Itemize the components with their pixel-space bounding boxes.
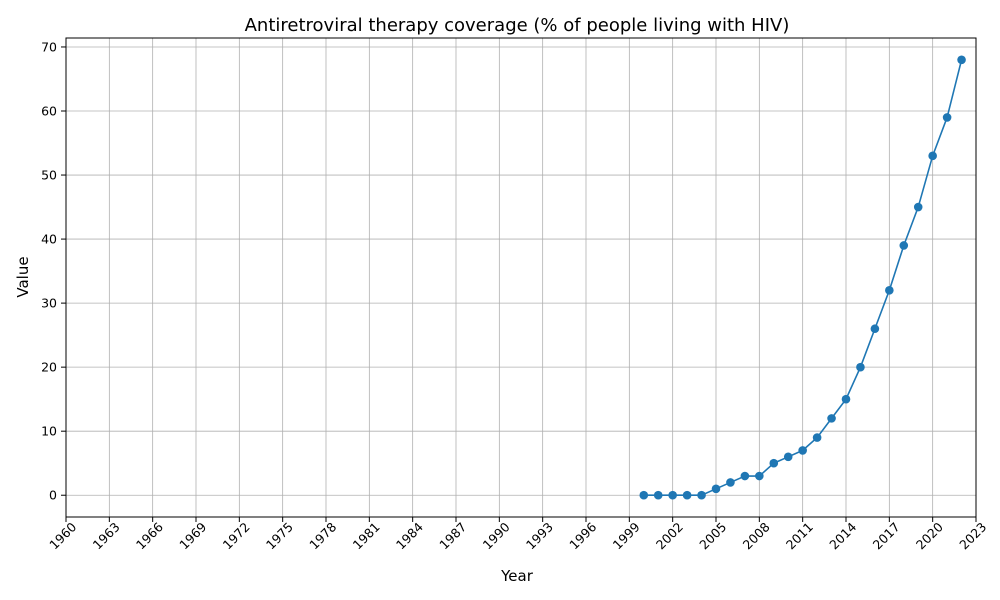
x-tick-label: 2020: [913, 519, 946, 552]
y-tick-label: 20: [41, 360, 57, 375]
data-point: [856, 362, 865, 372]
y-tick-label: 10: [41, 424, 57, 439]
x-tick-label: 2014: [826, 519, 859, 552]
x-tick-label: 1972: [220, 519, 253, 552]
data-point: [740, 471, 750, 481]
data-point: [726, 478, 735, 487]
data-point: [827, 414, 836, 423]
x-tick-label: 1996: [566, 519, 599, 552]
y-tick-label: 40: [41, 232, 57, 247]
data-point: [885, 286, 894, 295]
x-tick-label: 2008: [740, 519, 773, 552]
y-tick-label: 0: [49, 488, 57, 503]
data-point: [639, 490, 649, 500]
x-tick-label: 2017: [870, 519, 903, 552]
grid-layer: [65, 38, 977, 517]
x-tick-label: 1963: [90, 519, 123, 552]
x-tick-label: 1975: [263, 519, 296, 552]
data-point: [841, 394, 851, 404]
data-point: [783, 452, 793, 462]
x-tick-label: 1966: [133, 519, 166, 552]
x-tick-label: 1969: [176, 519, 209, 552]
data-point: [957, 55, 966, 65]
x-tick-label: 1999: [610, 519, 643, 552]
y-axis-label: Value: [14, 256, 32, 297]
x-tick-label: 2011: [783, 519, 816, 552]
x-tick-label: 2002: [653, 519, 686, 552]
x-tick-label: 1981: [350, 519, 383, 552]
data-point: [697, 490, 706, 500]
y-tick-label: 50: [41, 168, 57, 183]
series-layer: [639, 55, 966, 500]
y-tick-label: 70: [41, 39, 57, 54]
data-point: [942, 113, 952, 122]
chart-title: Antiretroviral therapy coverage (% of pe…: [245, 15, 790, 36]
y-tick-label: 30: [41, 296, 57, 311]
x-tick-label: 1960: [46, 519, 79, 552]
data-point: [870, 324, 880, 334]
data-point: [653, 490, 663, 500]
data-point: [798, 446, 807, 455]
y-tick-label: 60: [41, 104, 57, 119]
data-point: [928, 151, 937, 161]
x-tick-label: 1987: [436, 519, 469, 552]
x-tick-layer: 1960 1963 1966 1969 1972 1975 1978 1981 1984 1987…: [46, 517, 989, 552]
x-tick-label: 1978: [306, 519, 339, 552]
data-point: [812, 433, 822, 442]
x-tick-label: 1984: [393, 519, 426, 552]
plot-frame: [65, 37, 977, 518]
data-point: [913, 202, 923, 212]
x-tick-label: 1990: [480, 519, 513, 552]
data-point: [899, 241, 909, 250]
x-axis-label: Year: [500, 567, 534, 585]
data-point: [711, 484, 721, 494]
data-point: [769, 458, 779, 468]
y-tick-layer: 0 10 20 30 40 50 60 70: [41, 39, 66, 503]
data-point: [755, 471, 764, 481]
x-tick-label: 2023: [956, 519, 989, 552]
data-point: [682, 490, 692, 500]
data-point: [668, 490, 677, 500]
x-tick-label: 1993: [523, 519, 556, 552]
x-tick-label: 2005: [696, 519, 729, 552]
